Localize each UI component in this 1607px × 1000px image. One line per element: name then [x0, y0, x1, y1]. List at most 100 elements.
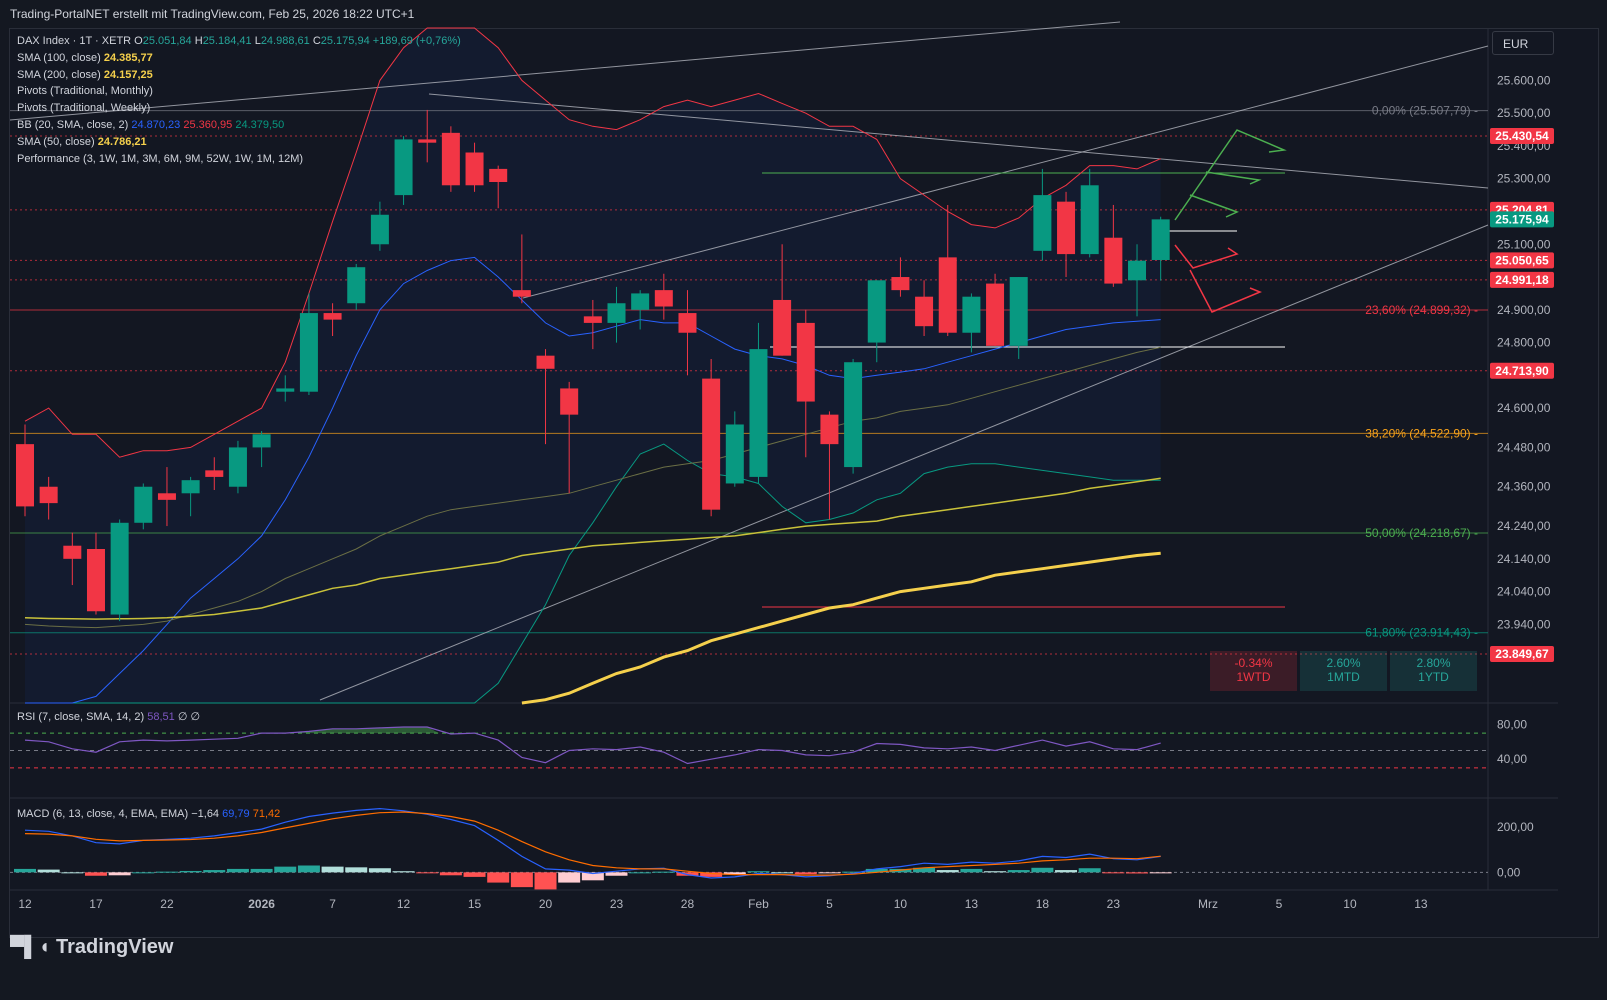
candle-body: [276, 388, 295, 392]
sma100-line: [24, 477, 1161, 620]
time-tick-label: 13: [965, 897, 979, 911]
price-tag-label: 25.430,54: [1495, 129, 1549, 143]
candle-body: [1009, 277, 1028, 346]
candle-body: [749, 349, 768, 477]
forecast-arrow-up: [1174, 129, 1287, 221]
sma50-value: 24.786,21: [97, 135, 147, 148]
pivots-weekly-legend[interactable]: Pivots (Traditional, Weekly): [17, 102, 151, 115]
macd-histogram-bar: [652, 871, 675, 873]
sma100-legend[interactable]: SMA (100, close) 24.385,77: [17, 50, 461, 67]
macd-histogram-bar: [1126, 872, 1149, 874]
macd-histogram-bar: [155, 871, 178, 873]
candle-body: [110, 522, 129, 615]
price-tick-label: 24.040,00: [1497, 585, 1551, 599]
price-tag: [1490, 645, 1554, 662]
candle-body: [228, 447, 247, 487]
candle-body: [252, 434, 271, 448]
time-tick-label: 28: [681, 897, 695, 911]
price-tick-label: 24.480,00: [1497, 440, 1551, 454]
currency-button[interactable]: EUR: [1492, 31, 1554, 55]
time-tick-label: 18: [1036, 897, 1050, 911]
forecast-arrow-down: [1189, 269, 1262, 313]
candle-body: [938, 257, 957, 333]
candle-body: [394, 139, 413, 196]
macd-histogram-bar: [14, 868, 36, 873]
close-value: 25.175,94: [320, 35, 370, 47]
time-tick-label: 5: [1276, 897, 1283, 911]
macd-tick-label: 0,00: [1497, 865, 1521, 879]
macd-signal-line: [24, 811, 1161, 876]
sma200-label: SMA (200, close): [17, 68, 101, 81]
macd-histogram-bar: [226, 868, 249, 873]
symbol-name[interactable]: DAX Index · 1T · XETR: [17, 35, 132, 47]
forecast-arrow-up: [1205, 171, 1262, 185]
rsi-value: 58,51: [147, 711, 175, 723]
sma50-legend[interactable]: SMA (50, close) 24.786,21: [17, 134, 461, 151]
candle-body: [536, 355, 555, 369]
price-tag: [1490, 211, 1554, 228]
macd-legend[interactable]: MACD (6, 13, close, 4, EMA, EMA) −1,64 6…: [17, 808, 280, 820]
candle-body: [16, 444, 34, 507]
perf-box-mtd: 2.60% 1MTD: [1300, 651, 1387, 691]
price-tick-label: 24.140,00: [1497, 552, 1551, 566]
rsi-extra: ∅ ∅: [177, 711, 201, 723]
candle-body: [347, 267, 366, 304]
low-label: L: [254, 35, 261, 47]
macd-histogram-bar: [842, 871, 865, 873]
bb-upper-line: [24, 27, 1161, 458]
price-tag-label: 24.713,90: [1495, 364, 1549, 378]
candle-body: [702, 378, 721, 510]
macd-histogram-bar: [321, 866, 344, 873]
price-tag: [1490, 271, 1554, 288]
candle-body: [891, 277, 910, 291]
fib-level-label: 61,80% (23.914,43) -: [1365, 626, 1478, 640]
sma200-legend[interactable]: SMA (200, close) 24.157,25: [17, 67, 461, 84]
macd-histogram-bar: [37, 869, 60, 873]
macd-histogram-bar: [392, 871, 415, 873]
trendline: [9, 21, 1121, 121]
tradingview-logo[interactable]: ▀▌◖ TradingView: [10, 936, 173, 976]
indicator-legend: DAX Index · 1T · XETR O25.051,84 H25.184…: [17, 33, 461, 167]
open-label: O: [134, 35, 143, 47]
macd-histogram-bar: [368, 868, 391, 873]
macd-histogram-bar: [1102, 872, 1125, 874]
price-tick-label: 24.240,00: [1497, 519, 1551, 533]
pivots-monthly-legend[interactable]: Pivots (Traditional, Monthly): [17, 85, 153, 98]
symbol-row[interactable]: DAX Index · 1T · XETR O25.051,84 H25.184…: [17, 33, 461, 50]
candle-body: [915, 296, 934, 327]
change-value: +189,69 (+0,76%): [372, 35, 461, 47]
candle-body: [39, 486, 58, 504]
perf-mtd-label: 1MTD: [1327, 670, 1360, 684]
macd-histogram-bar: [108, 872, 131, 876]
macd-histogram-bar: [416, 872, 439, 874]
macd-histogram-bar: [723, 872, 746, 875]
macd-histogram-bar: [794, 872, 817, 875]
price-tag-label: 25.050,65: [1495, 253, 1549, 267]
macd-histogram-bar: [1078, 868, 1101, 873]
candle-body: [678, 313, 697, 333]
candle-body: [820, 414, 839, 445]
macd-histogram-bar: [274, 866, 297, 873]
sma200-line: [521, 551, 1161, 705]
time-tick-label: Mrz: [1198, 897, 1218, 911]
rsi-legend[interactable]: RSI (7, close, SMA, 14, 2) 58,51 ∅ ∅: [17, 710, 200, 723]
candle-body: [512, 290, 531, 297]
perf-wtd-value: -0.34%: [1234, 656, 1273, 670]
perf-ytd-value: 2.80%: [1416, 656, 1451, 670]
rsi-overbought-fill: [297, 727, 440, 734]
time-tick-label: 15: [468, 897, 482, 911]
time-tick-label: 2026: [248, 897, 275, 911]
candle-body: [323, 313, 342, 320]
macd-histogram-bar: [771, 872, 794, 874]
macd-histogram-bar: [818, 872, 841, 874]
macd-line-value: 69,79: [222, 808, 250, 820]
bb-legend[interactable]: BB (20, SMA, close, 2) 24.870,23 25.360,…: [17, 117, 461, 134]
macd-histogram-bar: [1149, 872, 1172, 874]
macd-tick-label: 200,00: [1497, 820, 1534, 834]
candle-body: [844, 362, 863, 468]
performance-legend[interactable]: Performance (3, 1W, 1M, 3M, 6M, 9M, 52W,…: [17, 152, 304, 165]
macd-histogram-bar: [132, 872, 155, 874]
bb-up-value: 25.360,95: [183, 118, 233, 131]
macd-histogram-bar: [1055, 870, 1078, 873]
